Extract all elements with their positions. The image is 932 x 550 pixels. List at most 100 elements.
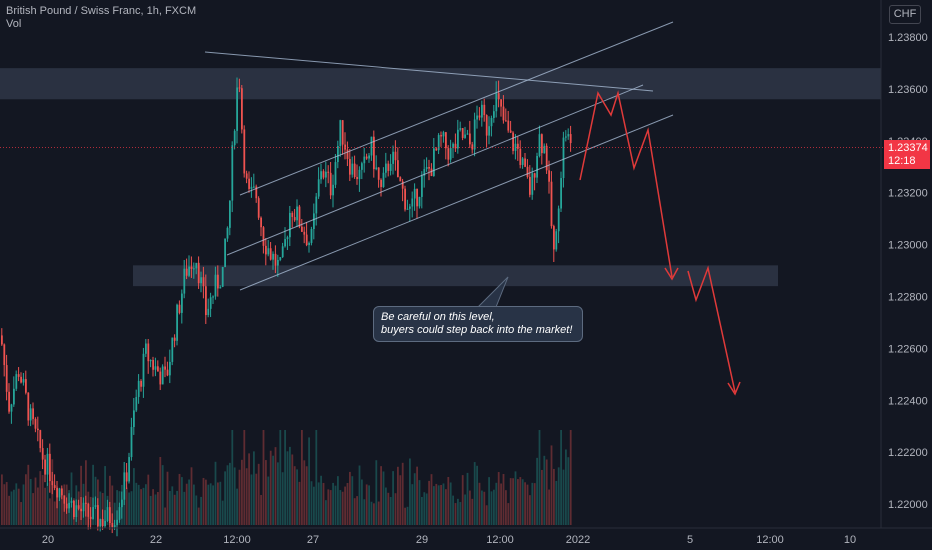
candle-body [389,163,392,171]
volume-label[interactable]: Vol [6,18,22,30]
volume-bar [233,467,236,525]
candle-body [509,130,512,133]
candle-body [3,344,6,366]
candle-body [82,502,85,512]
volume-bar [313,486,315,525]
candle-body [209,297,212,309]
volume-bar [341,491,344,525]
candle-body [207,308,210,316]
volume-bar [190,467,193,525]
candle-body [365,156,368,159]
volume-bar [327,489,330,525]
currency-button[interactable]: CHF [889,5,921,24]
volume-bar [394,493,397,525]
candle-body [221,266,224,287]
time-tick-label: 10 [844,534,856,546]
candle-body [65,503,68,509]
volume-bar [305,466,308,525]
volume-bar [159,456,162,525]
candle-body [25,379,27,393]
candle-body [339,120,342,147]
arrow-head-2 [727,381,741,396]
candle-body [289,212,291,238]
candle-body [205,286,207,316]
candle-body [101,519,104,526]
time-tick-label: 20 [42,534,54,546]
volume-bar [533,483,536,525]
current-price-tag: 1.23374 12:18 [884,140,930,169]
candle-body [161,366,164,385]
candle-body [377,167,380,180]
candle-body [241,88,243,130]
note-callout[interactable]: Be careful on this level, buyers could s… [373,306,583,342]
volume-bar [25,474,27,525]
volume-bar [464,494,466,525]
volume-bar [418,480,421,525]
candle-body [185,268,188,276]
candle-body [380,179,382,187]
volume-bar [53,501,56,525]
volume-bar [231,430,234,525]
candle-body [416,188,418,207]
channel-middle-line [226,84,644,256]
candle-body [281,246,284,258]
candle-body [442,132,445,137]
volume-bar [526,484,529,525]
candle-body [46,453,49,475]
volume-bar [61,495,63,525]
volume-bar [538,430,541,525]
candle-body [517,143,519,149]
volume-bar [49,498,51,525]
volume-bar [310,481,313,525]
volume-bar [22,484,25,525]
time-axis[interactable]: 20 22 12:00 27 29 12:00 2022 5 12:00 10 [42,534,856,546]
candle-body [375,167,378,170]
candle-body [166,369,169,376]
volume-bar [445,489,447,525]
volume-bar [368,485,370,525]
candle-body [512,132,514,151]
candle-body [32,408,34,419]
volume-bar [389,497,392,525]
candle-body [123,472,126,500]
price-tick-label: 1.22600 [888,343,928,355]
candle-body [118,507,121,520]
volume-bar [277,462,279,525]
volume-bar [358,465,361,525]
volume-bar [212,485,214,525]
volume-bar [301,430,303,525]
candle-body [351,163,354,175]
volume-bar [41,475,44,525]
candle-body [157,366,159,372]
time-tick-label: 29 [416,534,428,546]
candle-body [125,472,128,482]
candle-body [89,516,92,519]
price-axis[interactable]: 1.238001.236001.234001.232001.230001.228… [888,32,928,511]
volume-bar [476,465,478,525]
candle-body [238,87,241,89]
bar-countdown: 12:18 [888,155,916,167]
volume-bar [135,482,138,525]
volume-bar [531,482,534,525]
candle-body [349,158,351,175]
time-tick-label: 22 [150,534,162,546]
candle-body [202,277,205,287]
volume-bar [92,464,94,525]
candle-body [531,173,534,195]
candle-body [461,128,464,138]
volume-bar [13,489,15,525]
volume-bar [125,487,128,525]
candle-body [41,448,44,460]
symbol-title[interactable]: British Pound / Swiss Franc, 1h, FXCM [6,5,197,17]
candle-body [533,173,536,178]
candle-body [332,184,334,196]
volume-bar [207,484,210,525]
candle-body [8,391,10,412]
candle-body [310,229,313,243]
candle-body [250,186,253,189]
candle-body [13,388,15,405]
candle-body [68,502,70,509]
candle-body [92,507,94,519]
volume-bar [116,490,118,525]
